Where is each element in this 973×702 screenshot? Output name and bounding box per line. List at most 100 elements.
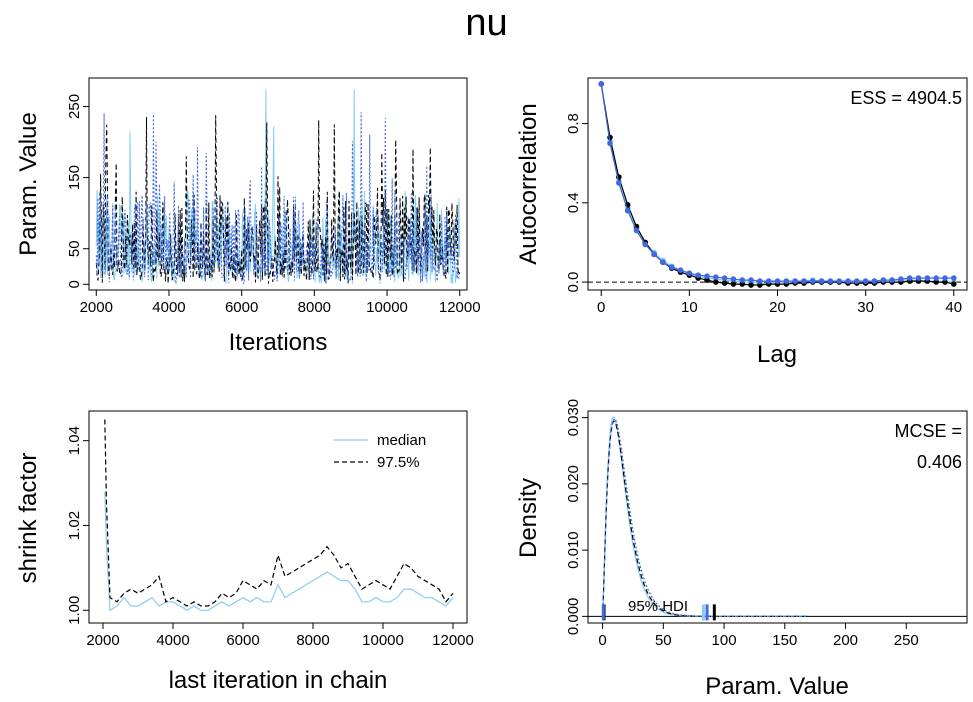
acf-point	[862, 278, 869, 284]
acf-point	[739, 281, 746, 287]
density-series-group	[588, 415, 967, 621]
y-tick-label: 0.020	[565, 465, 582, 503]
acf-point	[704, 273, 710, 279]
x-tick-label: 0	[598, 632, 606, 649]
acf-point	[809, 278, 816, 284]
acf-point	[889, 277, 895, 283]
shrink-ticks: 2000 4000 6000 8000 10000 12000 1.00 1.02 1.04	[66, 426, 474, 649]
acf-point	[774, 278, 781, 284]
legend-median-label: median	[377, 432, 426, 449]
acf-point	[704, 277, 710, 283]
y-tick-label: 0	[66, 280, 83, 288]
trace-series-line	[95, 88, 461, 284]
x-tick-label: 40	[945, 299, 962, 316]
acf-point	[660, 259, 666, 266]
x-tick-label: 4000	[156, 632, 189, 649]
y-tick-label: 250	[66, 94, 83, 119]
acf-point	[792, 278, 798, 284]
acf-point	[607, 134, 613, 141]
x-tick-label: 6000	[225, 299, 258, 316]
acf-point	[933, 279, 939, 285]
trace-plot: 2000 4000 6000 8000 10000 12000 0 50 150 250 Iter…	[15, 77, 481, 356]
y-tick-label: 0.030	[565, 399, 582, 437]
acf-point	[818, 278, 825, 284]
x-tick-label: 150	[772, 632, 797, 649]
density-plot: 0 50 100 150 200 250 0.000 0.010 0.020 0.030 MCSE…	[515, 399, 968, 700]
x-tick-label: 250	[894, 632, 919, 649]
x-tick-label: 10	[681, 299, 698, 316]
acf-point	[677, 267, 684, 273]
acf-point	[801, 278, 807, 284]
y-tick-label: 1.04	[66, 426, 83, 455]
acf-point	[686, 270, 693, 276]
acf-point	[713, 279, 719, 285]
density-x-label: Param. Value	[705, 673, 849, 700]
acf-point	[633, 227, 640, 234]
hdi-label: 95% HDI	[628, 598, 688, 615]
shrink-plot-frame	[88, 410, 468, 624]
acf-point	[757, 282, 763, 288]
shrink-factor-plot: 2000 4000 6000 8000 10000 12000 1.00 1.02 1.04 m…	[15, 410, 474, 694]
y-tick-label: 0.000	[565, 598, 582, 636]
x-tick-label: 6000	[226, 632, 259, 649]
trace-plot-frame	[88, 77, 468, 291]
acf-point	[906, 275, 913, 281]
y-tick-label: 0.4	[565, 192, 582, 213]
x-tick-label: 4000	[152, 299, 185, 316]
acf-point	[642, 241, 649, 248]
acf-point	[836, 278, 842, 284]
shrink-y-label: shrink factor	[15, 453, 42, 584]
acf-point	[624, 207, 631, 214]
acf-point	[730, 281, 737, 287]
acf-point	[924, 275, 931, 281]
acf-point	[668, 264, 675, 271]
x-tick-label: 20	[769, 299, 786, 316]
acf-point	[845, 278, 851, 284]
acf-point	[950, 275, 957, 281]
density-plot-frame	[587, 410, 968, 624]
acf-point	[607, 140, 613, 147]
acf-plot-frame	[587, 77, 968, 291]
acf-x-label: Lag	[757, 341, 797, 368]
legend-975-label: 97.5%	[377, 454, 420, 471]
density-y-label: Density	[515, 478, 542, 558]
y-tick-label: 1.02	[66, 511, 83, 540]
shrink-x-label: last iteration in chain	[169, 667, 388, 694]
y-tick-label: 0.010	[565, 531, 582, 569]
trace-x-label: Iterations	[229, 329, 328, 356]
trace-series-line	[95, 115, 461, 284]
trace-series-line	[95, 112, 461, 285]
x-tick-label: 10000	[366, 299, 408, 316]
x-tick-label: 2000	[80, 299, 113, 316]
acf-series-group	[588, 81, 967, 288]
x-tick-label: 200	[833, 632, 858, 649]
acf-point	[739, 277, 746, 283]
x-tick-label: 8000	[298, 299, 331, 316]
shrink-series-line	[104, 419, 454, 607]
shrink-series-group	[104, 419, 454, 612]
acf-point	[616, 180, 622, 186]
y-tick-label: 150	[66, 165, 83, 190]
y-tick-label: 0.8	[565, 113, 582, 134]
x-tick-label: 12000	[432, 632, 474, 649]
acf-point	[651, 251, 657, 258]
acf-point	[915, 275, 922, 281]
mcse-annotation-value: 0.406	[917, 452, 962, 472]
density-series-line	[602, 415, 807, 618]
acf-point	[748, 277, 754, 283]
acf-y-label: Autocorrelation	[515, 103, 542, 264]
acf-point	[871, 278, 878, 284]
x-tick-label: 2000	[86, 632, 119, 649]
acf-point	[880, 277, 887, 283]
trace-y-label: Param. Value	[15, 112, 42, 256]
chart-title: nu	[465, 2, 508, 44]
acf-ticks: 0 10 20 30 40 0.0 0.4 0.8	[565, 113, 962, 316]
acf-point	[748, 282, 754, 288]
ess-annotation: ESS = 4904.5	[850, 88, 962, 108]
trace-ticks: 2000 4000 6000 8000 10000 12000 0 50 150 250	[66, 94, 481, 316]
shrink-legend: median 97.5%	[334, 432, 426, 471]
acf-point	[730, 276, 737, 282]
acf-point	[942, 279, 948, 285]
x-tick-label: 30	[857, 299, 874, 316]
